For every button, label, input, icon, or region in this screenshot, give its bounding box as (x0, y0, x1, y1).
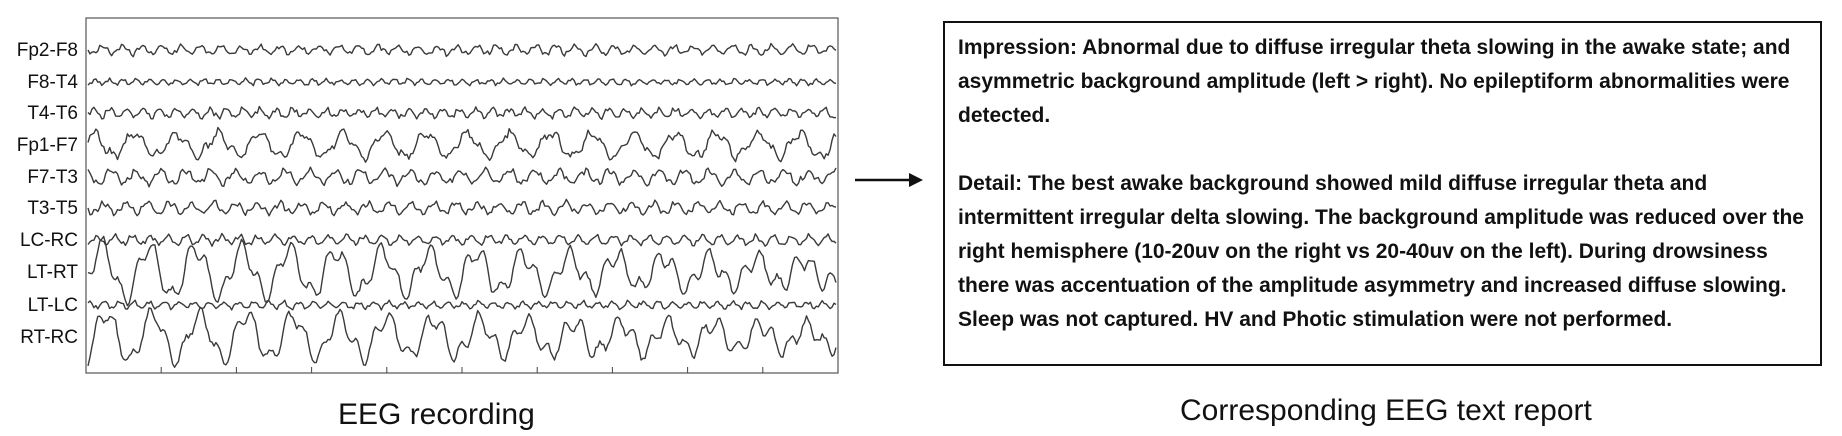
channel-label-f8-t4: F8-T4 (27, 72, 78, 93)
report-impression: Impression: Abnormal due to diffuse irre… (958, 36, 1791, 127)
eeg-trace-f7-t3 (87, 166, 837, 188)
channel-label-fp2-f8: Fp2-F8 (17, 40, 78, 61)
channel-label-rt-rc: RT-RC (20, 327, 78, 348)
report-detail: Detail: The best awake background showed… (958, 172, 1804, 331)
eeg-trace-lc-rc (87, 232, 837, 247)
eeg-recording-caption: EEG recording (338, 398, 535, 431)
channel-label-t3-t5: T3-T5 (27, 198, 78, 219)
eeg-trace-t3-t5 (87, 198, 837, 217)
channel-label-fp1-f7: Fp1-F7 (17, 135, 78, 156)
eeg-recording-plot: Fp2-F8 F8-T4 T4-T6 Fp1-F7 F7-T3 T3-T5 LC-RC LT-… (17, 17, 839, 374)
channel-label-lc-rc: LC-RC (20, 230, 78, 251)
eeg-trace-fp1-f7 (87, 126, 837, 163)
eeg-plot-frame (85, 17, 839, 374)
eeg-trace-rt-rc (87, 306, 837, 368)
arrow-right-icon (855, 173, 923, 187)
eeg-report-caption: Corresponding EEG text report (1180, 394, 1592, 427)
eeg-trace-f8-t4 (87, 77, 837, 87)
eeg-trace-fp2-f8 (87, 42, 837, 58)
eeg-recording-panel: Fp2-F8 F8-T4 T4-T6 Fp1-F7 F7-T3 T3-T5 LC-RC LT-… (0, 0, 860, 436)
channel-label-lt-rt: LT-RT (27, 262, 78, 283)
eeg-text-report: Impression: Abnormal due to diffuse irre… (943, 21, 1822, 366)
channel-label-t4-t6: T4-T6 (27, 103, 78, 124)
channel-label-lt-lc: LT-LC (28, 295, 78, 316)
eeg-trace-lt-lc (87, 299, 837, 311)
eeg-trace-t4-t6 (87, 105, 837, 121)
eeg-trace-lt-rt (87, 235, 837, 307)
channel-label-f7-t3: F7-T3 (27, 167, 78, 188)
